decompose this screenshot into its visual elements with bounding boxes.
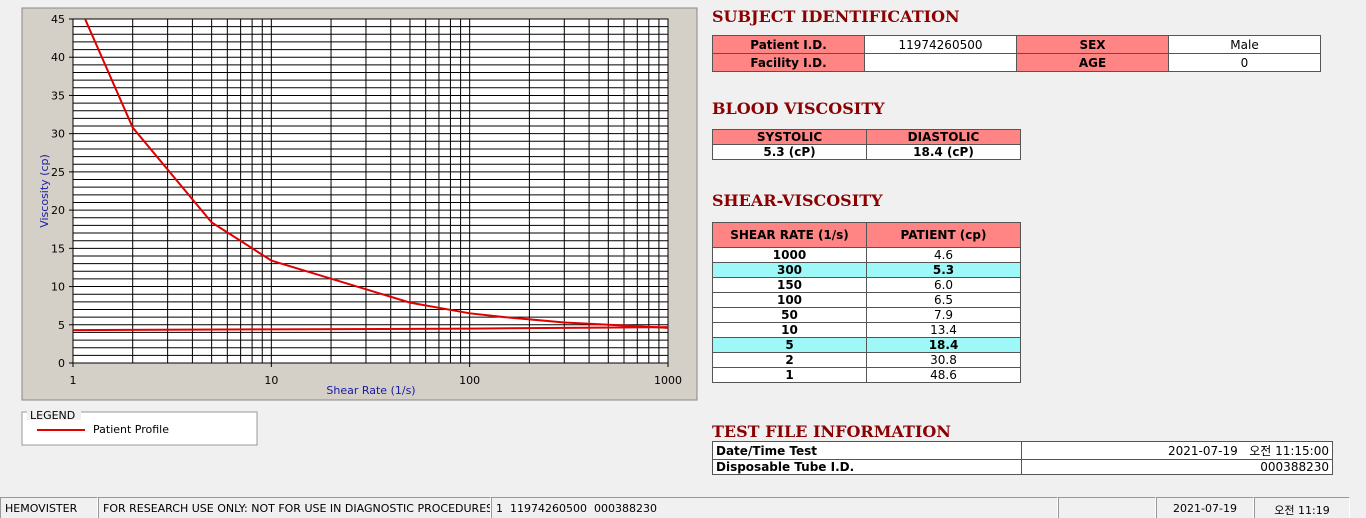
cell: 6.5 [866,292,1021,308]
cell: 30.8 [866,352,1021,368]
cell: Facility I.D. [712,53,865,72]
status-cell: FOR RESEARCH USE ONLY: NOT FOR USE IN DI… [98,497,491,518]
header-cell: DIASTOLIC [866,129,1021,145]
cell: 300 [712,262,867,278]
cell: Male [1168,35,1321,54]
y-tick-label: 35 [51,89,65,102]
y-tick-label: 0 [58,357,65,370]
cell: 000388230 [1021,459,1333,475]
header-cell: SYSTOLIC [712,129,867,145]
cell: Date/Time Test [712,441,1022,460]
y-tick-label: 15 [51,242,65,255]
header-cell: SHEAR RATE (1/s) [712,222,867,248]
cell: 10 [712,322,867,338]
y-tick-label: 45 [51,13,65,26]
y-tick-label: 40 [51,51,65,64]
cell: 6.0 [866,277,1021,293]
header-row: SYSTOLIC DIASTOLIC [712,129,1021,145]
cell: 11974260500 [864,35,1017,54]
row: 2 30.8 [712,352,1021,368]
row: 50 7.9 [712,307,1021,323]
plot-area [73,19,668,363]
x-tick-label: 100 [459,374,480,387]
row: 100 6.5 [712,292,1021,308]
y-axis-label: Viscosity (cp) [38,154,51,228]
cell: 1 [712,367,867,383]
cell: 2 [712,352,867,368]
cell: 13.4 [866,322,1021,338]
x-tick-label: 10 [264,374,278,387]
x-axis-label: Shear Rate (1/s) [326,384,415,397]
cell: 5.3 (cP) [712,144,867,160]
y-tick-label: 25 [51,166,65,179]
row: Date/Time Test 2021-07-19 오전 11:15:00 [712,441,1333,460]
legend-label: Patient Profile [93,423,169,436]
cell: AGE [1016,53,1169,72]
header-cell: PATIENT (cp) [866,222,1021,248]
y-tick-label: 30 [51,128,65,141]
row: 10 13.4 [712,322,1021,338]
status-cell: 오전 11:19 [1254,497,1350,518]
cell: 7.9 [866,307,1021,323]
status-cell [1058,497,1156,518]
section-title: BLOOD VISCOSITY [712,99,885,118]
status-cell: 2021-07-19 [1156,497,1254,518]
row: Patient I.D. 11974260500 SEX Male [712,35,1321,54]
row: 300 5.3 [712,262,1021,278]
series-line [73,326,668,332]
cell: 1000 [712,247,867,263]
row: 1 48.6 [712,367,1021,383]
plot-frame [72,18,669,364]
subject-table: Patient I.D. 11974260500 SEX Male Facility I… [712,35,1321,72]
section-title: SUBJECT IDENTIFICATION [712,7,960,26]
cell: 18.4 (cP) [866,144,1021,160]
y-tick-label: 5 [58,319,65,332]
status-cell: 1 11974260500 000388230 [491,497,1058,518]
cell: 2021-07-19 오전 11:15:00 [1021,441,1333,460]
x-tick-label: 1 [70,374,77,387]
row: 5.3 (cP) 18.4 (cP) [712,144,1021,160]
chart: Shear Rate (1/s) Viscosity (cp) LEGEND 1… [21,7,698,446]
test-file-table: Date/Time Test 2021-07-19 오전 11:15:00 Disp… [712,441,1333,475]
cell: 50 [712,307,867,323]
cell: Disposable Tube I.D. [712,459,1022,475]
section-title: TEST FILE INFORMATION [712,422,951,441]
row: Facility I.D. AGE 0 [712,53,1321,72]
y-tick-label: 10 [51,281,65,294]
cell: 0 [1168,53,1321,72]
section-title: SHEAR-VISCOSITY [712,191,883,210]
cell: SEX [1016,35,1169,54]
cell: Patient I.D. [712,35,865,54]
cell: 5.3 [866,262,1021,278]
legend-title: LEGEND [30,409,75,422]
cell [864,53,1017,72]
x-tick-label: 1000 [654,374,682,387]
row: Disposable Tube I.D. 000388230 [712,459,1333,475]
cell: 100 [712,292,867,308]
row: 150 6.0 [712,277,1021,293]
cell: 5 [712,337,867,353]
status-bar: HEMOVISTER FOR RESEARCH USE ONLY: NOT FOR… [0,497,1366,518]
row: 1000 4.6 [712,247,1021,263]
series-line [83,19,668,329]
row: 5 18.4 [712,337,1021,353]
cell: 48.6 [866,367,1021,383]
cell: 4.6 [866,247,1021,263]
header-row: SHEAR RATE (1/s) PATIENT (cp) [712,222,1021,248]
cell: 18.4 [866,337,1021,353]
status-cell: HEMOVISTER [0,497,98,518]
legend-title-bg [27,408,81,420]
y-tick-label: 20 [51,204,65,217]
shear-table: SHEAR RATE (1/s) PATIENT (cp) 1000 4.6 300 5.… [712,222,1021,383]
cell: 150 [712,277,867,293]
blood-table: SYSTOLIC DIASTOLIC 5.3 (cP) 18.4 (cP) [712,129,1021,160]
